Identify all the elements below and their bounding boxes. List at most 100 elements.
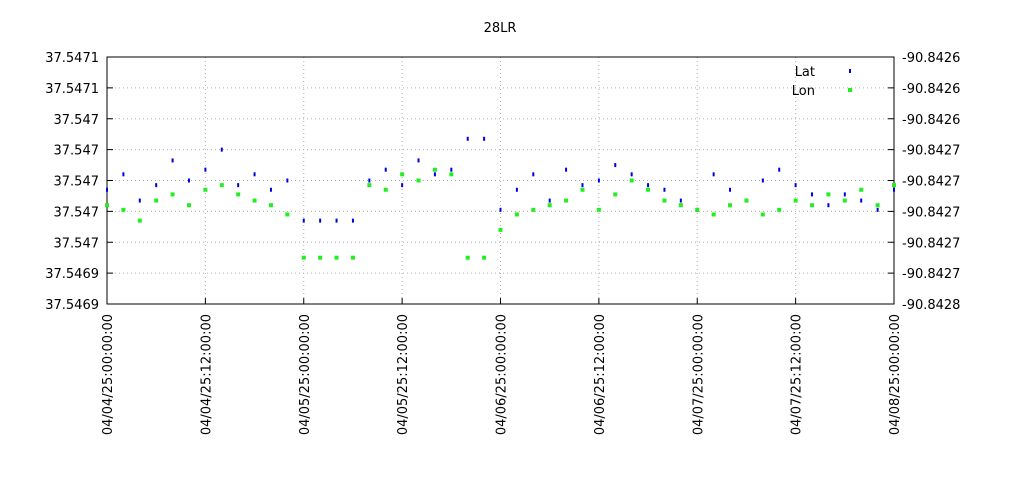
point (646, 187, 651, 192)
point (154, 198, 159, 203)
point (614, 163, 617, 168)
point (498, 227, 503, 232)
point (630, 172, 633, 177)
y2-tick-label: -90.8427 (902, 236, 960, 251)
point (367, 183, 372, 188)
point (777, 207, 782, 212)
point (532, 172, 535, 177)
point (350, 255, 355, 260)
point (859, 187, 864, 192)
y2-tick-label: -90.8426 (902, 82, 960, 97)
point (383, 187, 388, 192)
point (629, 178, 634, 183)
y2-tick-label: -90.8427 (902, 175, 960, 190)
point (613, 192, 618, 197)
x-tick-label: 04/05/25:12:00:00 (396, 314, 411, 435)
point (137, 218, 142, 223)
x-tick-label: 04/04/25:00:00:00 (101, 314, 116, 435)
y-tick-label: 37.547 (54, 144, 100, 159)
x-tick-label: 04/06/25:12:00:00 (593, 314, 608, 435)
point (417, 158, 420, 163)
legend-swatch (848, 88, 852, 92)
point (432, 167, 437, 172)
point (187, 178, 190, 183)
point (155, 183, 158, 188)
point (302, 218, 305, 223)
point (465, 255, 470, 260)
y2-tick-label: -90.8427 (902, 144, 960, 159)
point (597, 178, 600, 183)
y-tick-label: 37.547 (54, 205, 100, 220)
point (482, 255, 487, 260)
point (875, 203, 880, 208)
point (515, 187, 518, 192)
point (416, 178, 421, 183)
point (122, 172, 125, 177)
point (449, 172, 454, 177)
y2-tick-label: -90.8426 (902, 113, 960, 128)
point (269, 187, 272, 192)
legend-swatch (849, 69, 851, 73)
point (450, 167, 453, 172)
y-tick-label: 37.547 (54, 236, 100, 251)
point (335, 218, 338, 223)
plot-border (106, 56, 895, 305)
point (170, 192, 175, 197)
y2-tick-label: -90.8428 (902, 298, 960, 313)
point (596, 207, 601, 212)
point (368, 178, 371, 183)
point (334, 255, 339, 260)
point (186, 203, 191, 208)
point (219, 183, 224, 188)
y-tick-label: 37.5469 (45, 267, 99, 282)
point (843, 192, 846, 197)
point (121, 207, 126, 212)
point (286, 178, 289, 183)
legend-label: Lon (792, 84, 815, 99)
point (778, 167, 781, 172)
point (548, 198, 551, 203)
point (400, 172, 405, 177)
point (711, 212, 716, 217)
point (351, 218, 354, 223)
point (204, 167, 207, 172)
point (893, 187, 895, 192)
point (318, 255, 323, 260)
point (252, 198, 257, 203)
point (499, 207, 502, 212)
point (301, 255, 306, 260)
point (564, 198, 569, 203)
point (793, 198, 798, 203)
x-tick-label: 04/07/25:00:00:00 (691, 314, 706, 435)
point (647, 183, 650, 188)
point (171, 158, 174, 163)
point (761, 178, 764, 183)
point (105, 203, 109, 208)
point (106, 187, 108, 192)
chart-title: 28LR (484, 21, 517, 36)
point (433, 172, 436, 177)
x-tick-label: 04/04/25:12:00:00 (199, 314, 214, 435)
point (826, 192, 831, 197)
y2-tick-label: -90.8426 (902, 51, 960, 66)
point (253, 172, 256, 177)
point (236, 192, 241, 197)
y2-tick-label: -90.8427 (902, 267, 960, 282)
point (679, 198, 682, 203)
point (892, 183, 896, 188)
point (811, 192, 814, 197)
point (729, 187, 732, 192)
point (285, 212, 290, 217)
point (744, 198, 749, 203)
point (268, 203, 273, 208)
y-tick-label: 37.5469 (45, 298, 99, 313)
y-tick-label: 37.547 (54, 175, 100, 190)
point (237, 183, 240, 188)
point (514, 212, 519, 217)
point (220, 147, 223, 152)
point (581, 183, 584, 188)
point (384, 167, 387, 172)
point (466, 136, 469, 141)
y-tick-label: 37.5471 (45, 51, 99, 66)
